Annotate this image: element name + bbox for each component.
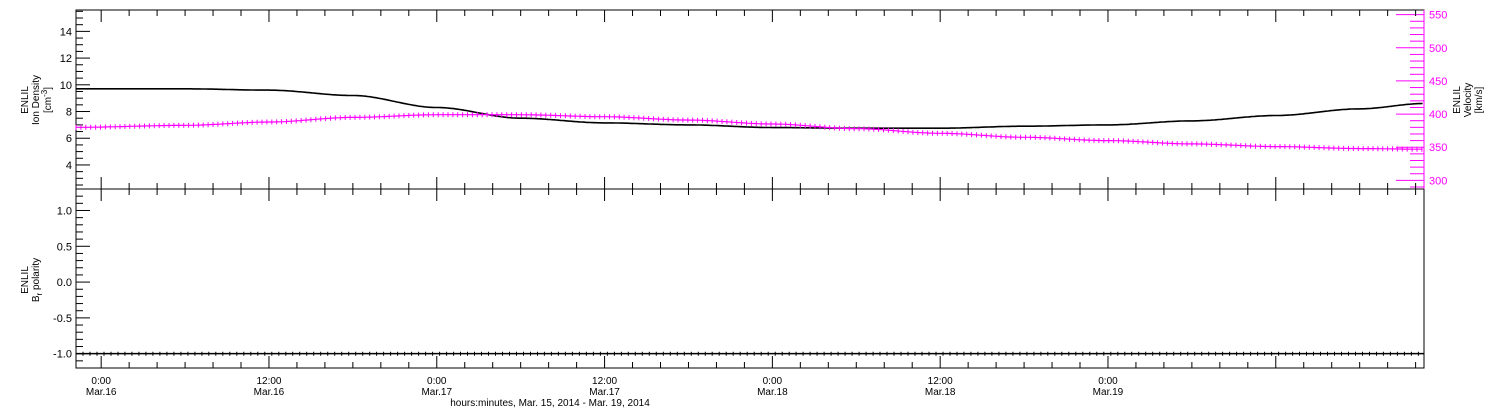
top-left-tick-label: 4 — [66, 160, 72, 172]
bottom-left-tick-label: 0.0 — [57, 277, 72, 289]
x-tick-time-label: 0:00 — [427, 376, 447, 387]
top-right-axis-label: ENLIL Velocity [km/s] — [1452, 83, 1485, 117]
unit-base: [cm — [43, 97, 54, 113]
x-tick-date-label: Mar.17 — [421, 387, 452, 398]
top-right-label-line2: Velocity — [1463, 83, 1474, 117]
series-br-polarity-markers — [75, 351, 1419, 356]
top-right-tick-label: 300 — [1429, 175, 1447, 187]
x-tick-date-label: Mar.16 — [86, 387, 117, 398]
series-velocity — [76, 114, 1423, 150]
top-right-tick-label: 450 — [1429, 76, 1447, 88]
bottom-left-label-line1: ENLIL — [20, 266, 31, 294]
bottom-panel-frame — [75, 188, 1425, 369]
bottom-left-tick-label: -0.5 — [53, 313, 72, 325]
x-axis-label: hours:minutes, Mar. 15, 2014 - Mar. 19, … — [450, 398, 650, 409]
x-tick-time-label: 12:00 — [256, 376, 281, 387]
top-right-tick-label: 500 — [1429, 43, 1447, 55]
series-ion-density — [76, 88, 1423, 129]
top-left-tick-label: 6 — [66, 133, 72, 145]
label-b: B — [31, 295, 42, 302]
unit-close: ] — [43, 87, 54, 90]
top-right-tick-label: 550 — [1429, 10, 1447, 22]
top-left-axis-label: ENLIL Ion Density [cm-3] — [20, 75, 54, 125]
x-tick-date-label: Mar.18 — [757, 387, 788, 398]
x-tick-date-label: Mar.18 — [925, 387, 956, 398]
top-left-label-unit: [cm-3] — [40, 87, 54, 113]
label-polarity: polarity — [31, 258, 42, 293]
x-tick-time-label: 12:00 — [592, 376, 617, 387]
top-left-tick-label: 8 — [66, 107, 72, 119]
top-left-label-line2: Ion Density — [31, 75, 42, 125]
x-tick-time-label: 12:00 — [928, 376, 953, 387]
x-tick-date-label: Mar.17 — [589, 387, 620, 398]
top-panel-frame — [75, 9, 1425, 190]
x-tick-date-label: Mar.16 — [254, 387, 285, 398]
x-tick-time-label: 0:00 — [763, 376, 783, 387]
top-left-tick-label: 14 — [60, 26, 72, 38]
x-tick-time-label: 0:00 — [91, 376, 111, 387]
top-left-label-line1: ENLIL — [20, 86, 31, 114]
top-left-tick-label: 12 — [60, 53, 72, 65]
x-tick-time-label: 0:00 — [1098, 376, 1118, 387]
top-right-tick-label: 400 — [1429, 109, 1447, 121]
bottom-left-label-line2: Br polarity — [31, 258, 44, 302]
unit-exponent: -3 — [40, 89, 49, 97]
label-subscript: r — [35, 293, 44, 296]
bottom-left-tick-label: 1.0 — [57, 205, 72, 217]
bottom-left-tick-label: -1.0 — [53, 349, 72, 361]
top-left-tick-label: 10 — [60, 80, 72, 92]
bottom-left-tick-label: 0.5 — [57, 241, 72, 253]
top-right-label-line1: ENLIL — [1452, 86, 1463, 114]
series-velocity-markers — [75, 112, 1423, 152]
top-right-tick-label: 350 — [1429, 142, 1447, 154]
top-right-label-line3: [km/s] — [1474, 86, 1485, 113]
x-tick-date-label: Mar.19 — [1093, 387, 1124, 398]
